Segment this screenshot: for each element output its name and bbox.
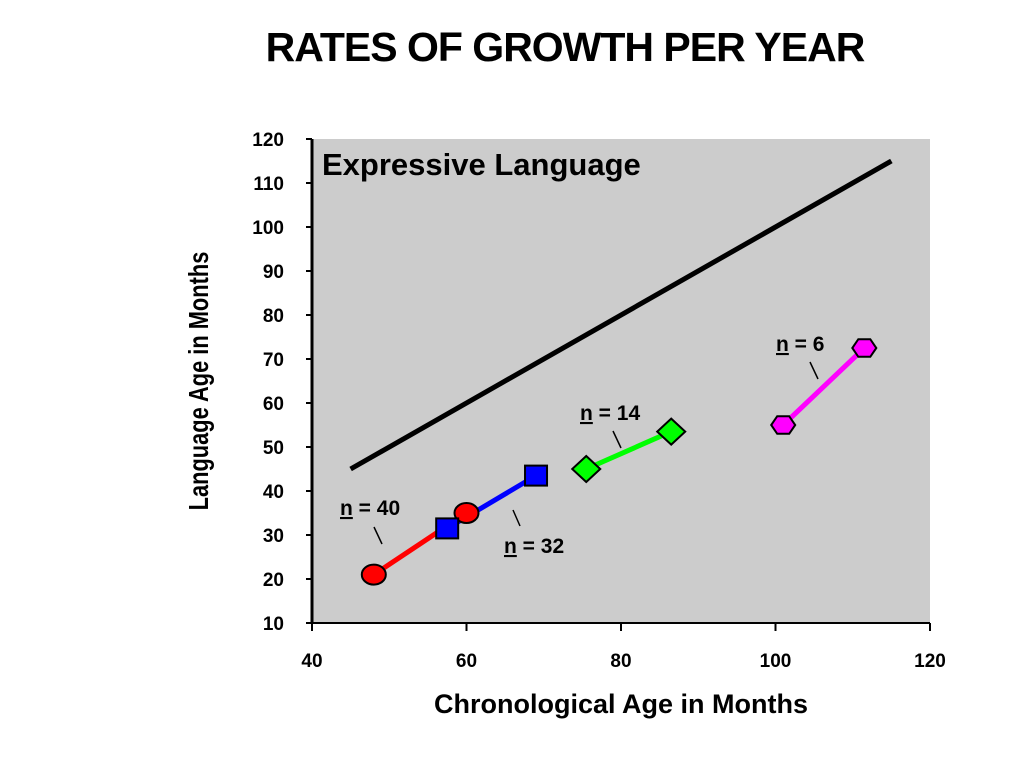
y-tick-label: 40: [263, 482, 284, 503]
n-value: = 6: [789, 333, 825, 356]
y-tick-label: 70: [263, 350, 284, 371]
y-tick-label: 120: [252, 130, 284, 151]
annotation-leader: [612, 430, 622, 449]
diamond-marker: [570, 454, 602, 484]
y-tick-label: 80: [263, 306, 284, 327]
n-value: = 32: [517, 535, 564, 558]
x-tick-label: 120: [914, 651, 946, 672]
square-marker: [524, 464, 549, 487]
ticks-layer: 10 20 30 40 50 60 70 80 90 100 110 120 40 60 80 100 120: [252, 130, 946, 672]
y-tick-label: 10: [263, 614, 284, 635]
reference-line: [349, 158, 893, 472]
hexagon-marker: [851, 338, 878, 358]
annotation-leader: [373, 526, 383, 545]
y-tick-label: 90: [263, 262, 284, 283]
n-symbol: n: [504, 535, 517, 558]
y-tick-label: 60: [263, 394, 284, 415]
x-tick-label: 60: [456, 651, 477, 672]
series-line: [781, 346, 867, 427]
n-symbol: n: [776, 333, 789, 356]
y-axis-title: Language Age in Months: [183, 252, 214, 511]
n-symbol: n: [580, 402, 593, 425]
slide-title: RATES OF GROWTH PER YEAR: [265, 24, 866, 70]
n-annotation: n = 32: [504, 535, 564, 558]
x-tick-label: 40: [301, 651, 322, 672]
n-annotation: n = 6: [776, 333, 824, 356]
annotation-leader: [512, 509, 521, 527]
y-tick-label: 20: [263, 570, 284, 591]
y-tick-label: 50: [263, 438, 284, 459]
hexagon-marker: [769, 415, 797, 435]
n-symbol: n: [340, 497, 353, 520]
circle-marker: [453, 502, 480, 524]
n-annotation: n = 40: [340, 497, 400, 520]
annotation-layer: n = 40n = 32n = 14n = 6: [340, 333, 824, 558]
square-marker: [435, 517, 460, 540]
y-tick-label: 30: [263, 526, 284, 547]
circle-marker: [360, 563, 387, 586]
y-tick-label: 100: [252, 218, 284, 239]
annotation-leader: [809, 361, 819, 380]
y-tick-label: 110: [253, 174, 284, 195]
panel-title: Expressive Language: [322, 147, 641, 182]
series-layer: [349, 158, 893, 586]
n-value: = 14: [593, 402, 641, 425]
n-value: = 40: [353, 497, 400, 520]
x-tick-label: 100: [760, 651, 792, 672]
x-tick-label: 80: [610, 651, 631, 672]
x-axis-title: Chronological Age in Months: [434, 689, 808, 719]
series-line: [585, 429, 673, 472]
diamond-marker: [655, 417, 687, 446]
n-annotation: n = 14: [580, 402, 640, 425]
plot-area: [312, 139, 930, 623]
